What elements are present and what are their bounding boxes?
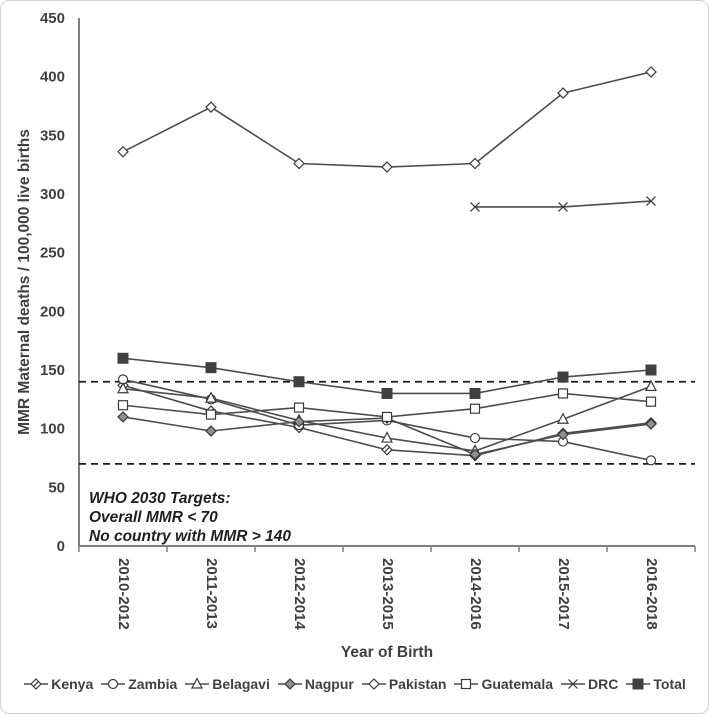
chart-legend: Kenya Zambia Belagavi Nagpur Pakistan Guatema… — [1, 676, 708, 692]
legend-item-guatemala: Guatemala — [453, 676, 553, 692]
x-axis-title: Year of Birth — [341, 644, 433, 661]
square-filled-icon — [645, 364, 657, 376]
x-tick-label: 2016-2018 — [643, 558, 660, 630]
diamond-icon — [117, 145, 129, 158]
legend-item-pakistan: Pakistan — [361, 676, 447, 692]
diamond-icon — [469, 157, 481, 170]
diamond-icon — [381, 161, 393, 173]
legend-label: DRC — [588, 676, 619, 692]
square-filled-icon — [381, 387, 393, 399]
circle-icon — [101, 678, 126, 690]
y-tick-label: 50 — [48, 479, 65, 496]
diamond-hatched-icon — [24, 678, 49, 690]
diamond-gray-icon — [557, 428, 569, 441]
x-cross-icon — [558, 201, 568, 212]
y-tick-label: 400 — [40, 69, 65, 86]
diamond-gray-icon — [117, 411, 129, 423]
square-icon — [557, 388, 569, 399]
diamond-hatched-icon — [381, 443, 393, 456]
diamond-gray-icon — [645, 418, 657, 430]
y-tick-label: 300 — [40, 186, 65, 203]
x-tick-label: 2010-2012 — [115, 558, 132, 630]
square-icon — [454, 678, 479, 690]
triangle-icon — [117, 381, 129, 394]
triangle-icon — [645, 379, 657, 392]
circle-icon — [645, 455, 657, 466]
triangle-icon — [205, 391, 217, 403]
x-tick-label: 2014-2016 — [467, 558, 484, 630]
diamond-gray-icon — [205, 425, 217, 437]
x-tick-label: 2013-2015 — [379, 558, 396, 630]
triangle-icon — [557, 412, 569, 424]
square-filled-icon — [205, 362, 217, 374]
y-tick-label: 450 — [40, 10, 65, 27]
y-tick-label: 0 — [57, 538, 65, 555]
x-cross-icon — [646, 196, 656, 206]
square-icon — [205, 409, 217, 420]
diamond-gray-icon — [469, 448, 481, 461]
legend-label: Kenya — [51, 676, 94, 692]
legend-label: Belagavi — [212, 676, 270, 692]
diamond-icon — [557, 87, 569, 99]
diamond-gray-icon — [277, 678, 302, 690]
square-filled-icon — [117, 352, 129, 364]
square-filled-icon — [557, 371, 569, 383]
legend-label: Pakistan — [388, 676, 447, 692]
y-tick-label: 350 — [40, 127, 65, 144]
legend-label: Nagpur — [304, 676, 354, 692]
legend-item-drc: DRC — [560, 676, 618, 692]
square-filled-icon — [293, 376, 305, 388]
annotation-line-1: WHO 2030 Targets: — [89, 490, 231, 507]
diamond-icon — [205, 101, 217, 114]
diamond-icon — [361, 678, 386, 690]
annotation-line-3: No country with MMR > 140 — [89, 528, 291, 545]
legend-label: Total — [653, 676, 686, 692]
triangle-icon — [381, 431, 393, 443]
legend-item-kenya: Kenya — [23, 676, 93, 692]
square-filled-icon — [469, 387, 481, 399]
square-icon — [117, 400, 129, 411]
legend-item-nagpur: Nagpur — [277, 676, 354, 692]
circle-icon — [469, 432, 481, 444]
legend-label: Guatemala — [481, 676, 554, 692]
x-cross-icon — [470, 201, 480, 212]
series-line-drc — [475, 200, 652, 208]
y-tick-label: 250 — [40, 245, 65, 262]
diamond-icon — [293, 157, 305, 170]
legend-item-total: Total — [625, 676, 686, 692]
square-filled-icon — [626, 678, 651, 690]
legend-label: Zambia — [128, 676, 178, 692]
y-tick-label: 200 — [40, 303, 65, 320]
series-line-pakistan — [122, 71, 652, 168]
square-icon — [645, 396, 657, 407]
x-cross-icon — [561, 679, 586, 689]
x-tick-label: 2012-2014 — [291, 558, 308, 630]
annotation-line-2: Overall MMR < 70 — [89, 509, 218, 526]
x-tick-label: 2011-2013 — [203, 558, 220, 629]
square-icon — [381, 411, 393, 423]
square-icon — [469, 403, 481, 414]
diamond-gray-icon — [293, 415, 305, 428]
y-axis-title: MMR Maternal deaths / 100,000 live birth… — [16, 129, 33, 435]
y-tick-label: 150 — [40, 362, 65, 379]
x-tick-label: 2015-2017 — [555, 558, 572, 630]
diamond-icon — [645, 66, 657, 78]
triangle-icon — [185, 677, 210, 689]
legend-item-zambia: Zambia — [100, 676, 177, 692]
y-tick-label: 100 — [40, 421, 65, 438]
legend-item-belagavi: Belagavi — [184, 676, 270, 692]
square-icon — [293, 402, 305, 413]
